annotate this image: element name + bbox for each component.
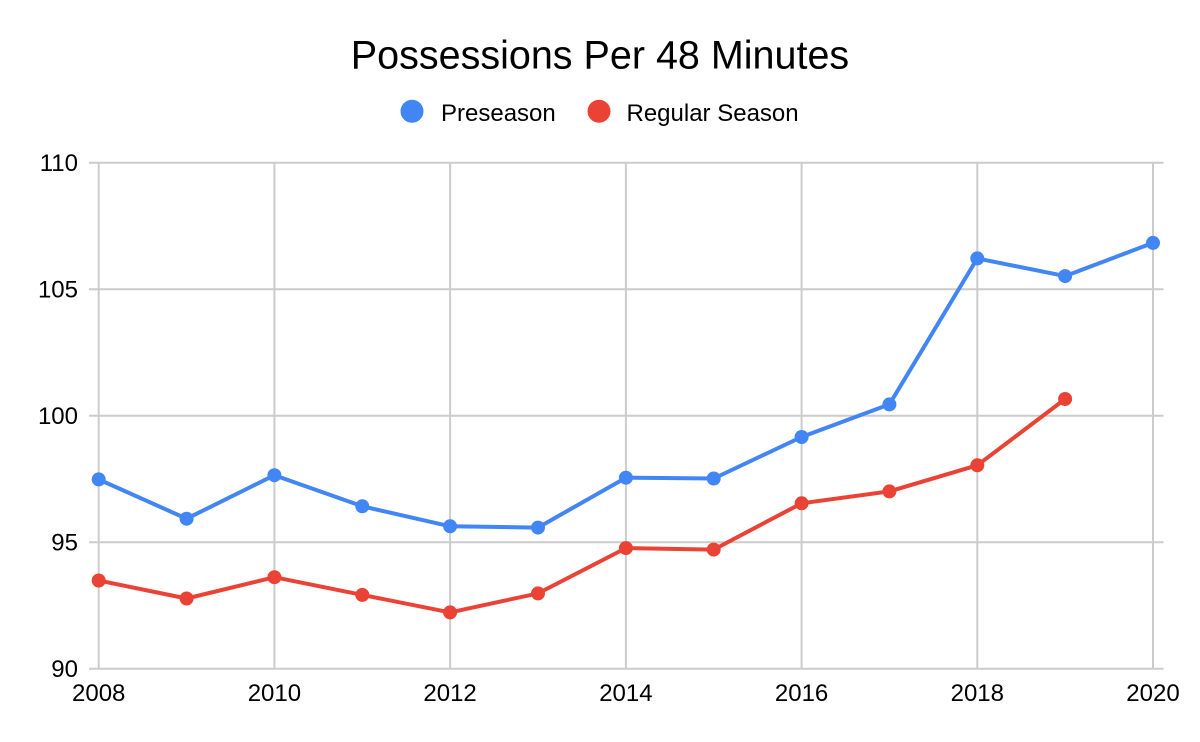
- svg-text:2008: 2008: [72, 680, 125, 707]
- svg-text:2010: 2010: [248, 680, 301, 707]
- svg-text:105: 105: [38, 276, 78, 303]
- svg-text:110: 110: [40, 150, 78, 177]
- svg-text:2020: 2020: [1126, 680, 1179, 707]
- svg-text:2018: 2018: [951, 680, 1004, 707]
- svg-text:90: 90: [51, 656, 78, 683]
- svg-text:100: 100: [38, 403, 78, 430]
- svg-text:2012: 2012: [423, 680, 476, 707]
- svg-text:Regular Season: Regular Season: [627, 100, 799, 127]
- svg-text:2016: 2016: [775, 680, 828, 707]
- svg-text:2014: 2014: [599, 680, 652, 707]
- svg-text:Preseason: Preseason: [441, 100, 556, 127]
- svg-text:Possessions Per 48 Minutes: Possessions Per 48 Minutes: [351, 34, 849, 78]
- svg-text:95: 95: [51, 529, 78, 556]
